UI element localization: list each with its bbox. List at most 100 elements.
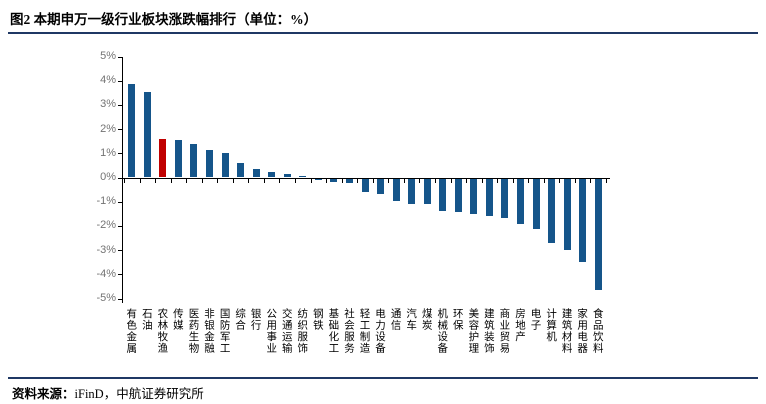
y-tick (118, 129, 122, 131)
y-tick-label: 3% (100, 98, 116, 111)
x-category-label: 建筑材料 (560, 308, 572, 354)
x-tick (201, 178, 203, 183)
y-axis-line (122, 56, 123, 303)
x-category-label: 非银金融 (203, 308, 215, 354)
x-category-label: 公用事业 (265, 308, 277, 354)
x-category-label: 纺织服饰 (296, 308, 308, 354)
bar-纺织服饰 (299, 176, 307, 178)
x-category-label: 医药生物 (187, 308, 199, 354)
bar-环保 (454, 178, 462, 212)
x-category-label: 机械设备 (436, 308, 448, 354)
x-tick (217, 178, 219, 183)
x-tick (434, 178, 436, 183)
bar-基础化工 (330, 178, 338, 183)
footer-divider (8, 377, 758, 379)
x-tick (263, 178, 265, 183)
bar-社会服务 (345, 178, 353, 184)
x-category-label: 有色金属 (125, 308, 137, 354)
x-category-label: 轻工制造 (358, 308, 370, 354)
x-tick (310, 178, 312, 183)
x-category-label: 计算机 (545, 308, 557, 343)
x-category-label: 基础化工 (327, 308, 339, 354)
bar-石油 (143, 91, 151, 178)
bar-美容护理 (470, 178, 478, 214)
x-category-label: 美容护理 (467, 308, 479, 354)
source-text: iFinD，中航证券研究所 (74, 387, 204, 401)
figure-title: 图2 本期申万一级行业板块涨跌幅排行（单位：%） (10, 12, 318, 27)
x-category-label: 房地产 (513, 308, 525, 343)
x-tick (574, 178, 576, 183)
y-tick-label: -1% (96, 195, 116, 208)
bar-通信 (392, 178, 400, 201)
y-tick (118, 153, 122, 155)
y-tick (118, 250, 122, 252)
y-tick (118, 225, 122, 227)
x-category-label: 综合 (234, 308, 246, 331)
x-tick (357, 178, 359, 183)
x-tick (419, 178, 421, 183)
bar-国防军工 (221, 153, 229, 178)
x-category-label: 家用电器 (576, 308, 588, 354)
bar-交通运输 (283, 173, 291, 178)
bar-电子 (532, 178, 540, 230)
bar-建筑装饰 (485, 178, 493, 217)
x-tick (372, 178, 374, 183)
x-category-label: 钢铁 (311, 308, 323, 331)
bar-商业贸易 (501, 178, 509, 219)
y-tick (118, 104, 122, 106)
x-tick (139, 178, 141, 183)
bar-钢铁 (314, 178, 322, 180)
x-category-label: 汽车 (405, 308, 417, 331)
x-tick (403, 178, 405, 183)
x-category-label: 国防军工 (218, 308, 230, 354)
bar-综合 (237, 162, 245, 178)
bar-食品饮料 (594, 178, 602, 290)
y-tick-label: 4% (100, 74, 116, 87)
x-category-label: 电力设备 (374, 308, 386, 354)
bar-公用事业 (268, 172, 276, 178)
y-tick-label: -2% (96, 219, 116, 232)
bar-有色金属 (128, 84, 136, 178)
bar-煤炭 (423, 178, 431, 205)
source-label: 资料来源： (12, 387, 75, 401)
x-tick (481, 178, 483, 183)
x-category-label: 通信 (389, 308, 401, 331)
y-tick-label: 5% (100, 50, 116, 62)
x-tick (512, 178, 514, 183)
x-category-label: 石油 (140, 308, 152, 331)
x-tick (124, 178, 125, 183)
y-tick-label: 0% (100, 171, 116, 183)
x-tick (232, 178, 234, 183)
y-tick-label: -4% (96, 267, 116, 280)
bar-电力设备 (377, 178, 385, 194)
bar-农林牧渔 (159, 138, 167, 178)
x-tick (450, 178, 452, 183)
bar-汽车 (408, 178, 416, 204)
x-category-label: 传媒 (171, 308, 183, 331)
bar-计算机 (548, 178, 556, 244)
x-tick (528, 178, 530, 183)
x-tick (155, 178, 157, 183)
bar-医药生物 (190, 143, 198, 178)
x-category-label: 社会服务 (342, 308, 354, 354)
bar-建筑材料 (563, 178, 571, 250)
y-tick-label: 1% (100, 146, 116, 159)
x-tick (279, 178, 281, 183)
x-tick (606, 178, 607, 183)
x-category-label: 农林牧渔 (156, 308, 168, 354)
title-divider (8, 32, 758, 34)
x-tick (248, 178, 250, 183)
x-tick (186, 178, 188, 183)
x-tick (326, 178, 328, 183)
y-tick-label: 2% (100, 122, 116, 135)
x-category-label: 交通运输 (280, 308, 292, 354)
x-tick (466, 178, 468, 183)
bar-非银金融 (206, 149, 214, 178)
bar-银行 (252, 168, 260, 178)
x-tick (170, 178, 172, 183)
x-tick (590, 178, 592, 183)
bar-房地产 (516, 178, 524, 225)
bar-家用电器 (579, 178, 587, 263)
y-tick-label: -5% (96, 292, 116, 304)
